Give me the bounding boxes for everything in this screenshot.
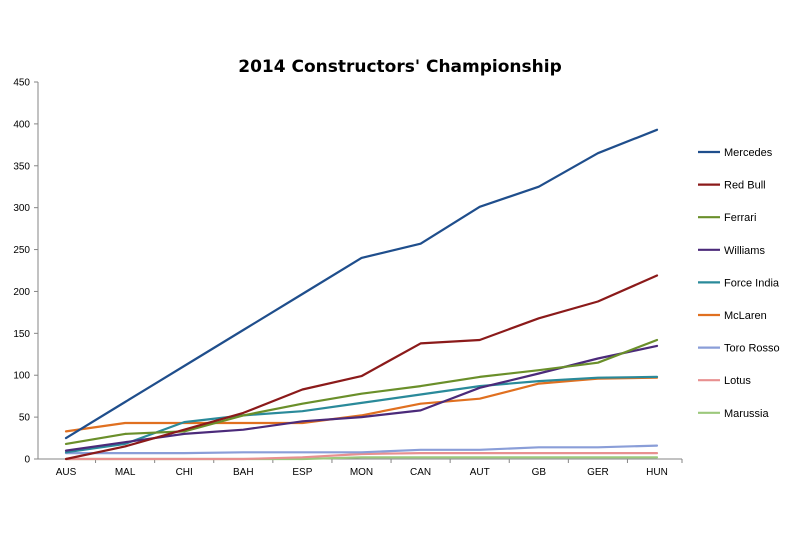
legend-label: Marussia bbox=[724, 408, 770, 420]
y-tick-label: 350 bbox=[13, 161, 30, 172]
legend-label: Red Bull bbox=[724, 180, 766, 192]
series-line-ferrari bbox=[64, 338, 659, 445]
x-tick-label: GER bbox=[587, 467, 609, 478]
series-line-williams bbox=[64, 344, 659, 452]
x-tick-label: CAN bbox=[410, 467, 431, 478]
series-line-lotus bbox=[64, 452, 659, 461]
plot-area: 0 50 100 150 200 250 300 350 400 450 AUS MAL CHI BAH E… bbox=[13, 78, 683, 478]
series-lines bbox=[64, 128, 659, 461]
y-tick-label: 200 bbox=[13, 287, 30, 298]
series-line-red-bull bbox=[64, 274, 659, 461]
series-line-mclaren bbox=[64, 376, 659, 433]
series-line-toro-rosso bbox=[64, 444, 659, 455]
legend-label: Force India bbox=[724, 277, 780, 289]
y-tick-label: 300 bbox=[13, 203, 30, 214]
series-line-force-india bbox=[64, 375, 659, 454]
y-tick-label: 250 bbox=[13, 245, 30, 256]
legend-label: McLaren bbox=[724, 310, 767, 322]
y-tick-label: 0 bbox=[24, 455, 30, 466]
x-tick-label: AUS bbox=[56, 467, 77, 478]
legend-label: Toro Rosso bbox=[724, 343, 780, 355]
x-tick-label: MON bbox=[350, 467, 373, 478]
x-tick-label: HUN bbox=[646, 467, 668, 478]
x-tick-label: GB bbox=[532, 467, 547, 478]
legend: Mercedes Red Bull Ferrari Williams Force Ind… bbox=[698, 147, 780, 420]
legend-label: Ferrari bbox=[724, 212, 756, 224]
x-tick-label: AUT bbox=[470, 467, 490, 478]
chart-title: 2014 Constructors' Championship bbox=[238, 57, 562, 77]
series-line-mercedes bbox=[64, 128, 659, 440]
y-tick-label: 400 bbox=[13, 119, 30, 130]
x-tick-label: MAL bbox=[115, 467, 136, 478]
x-tick-label: BAH bbox=[233, 467, 254, 478]
legend-label: Mercedes bbox=[724, 147, 773, 159]
y-tick-label: 450 bbox=[13, 78, 30, 89]
y-tick-label: 50 bbox=[19, 413, 31, 424]
x-tick-label: ESP bbox=[292, 467, 312, 478]
y-tick-label: 150 bbox=[13, 329, 30, 340]
legend-label: Lotus bbox=[724, 375, 751, 387]
x-tick-label: CHI bbox=[176, 467, 193, 478]
legend-label: Williams bbox=[724, 245, 765, 257]
y-tick-label: 100 bbox=[13, 371, 30, 382]
